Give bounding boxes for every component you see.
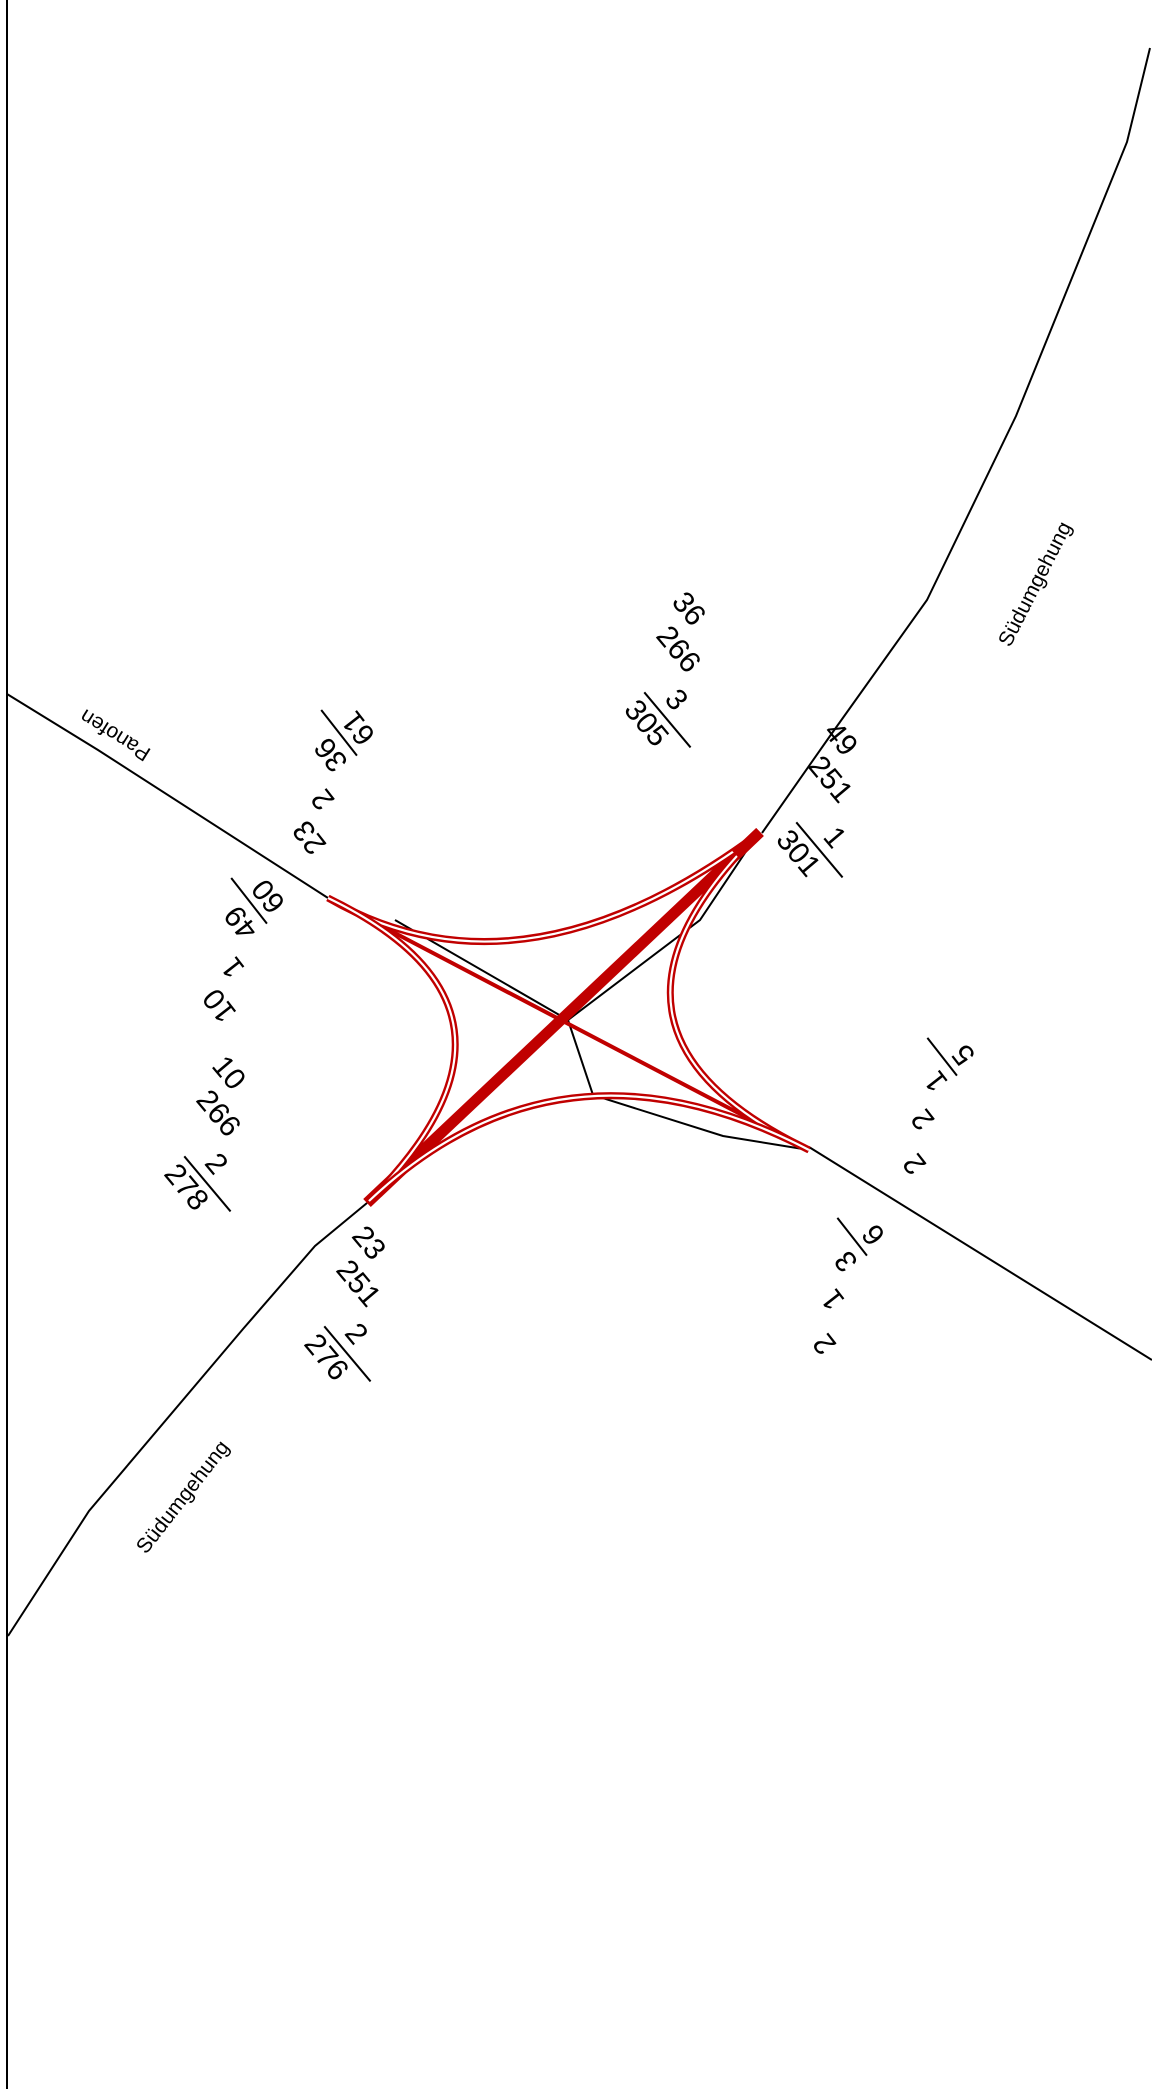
count-ne-out-l3: 1 <box>817 821 853 855</box>
count-se-b-l2: 1 <box>815 1283 851 1316</box>
fraction-bar-nw-a <box>320 709 358 757</box>
count-se-b-l1: 2 <box>807 1327 843 1360</box>
fraction-bar-sw-out <box>323 1325 372 1383</box>
road-label-suedumgehung-north: Südumgehung <box>994 518 1077 650</box>
count-ne-out-total: 301 <box>769 824 826 884</box>
count-block-nw-a: 23 2 36 61 <box>286 705 382 861</box>
count-nw-a-l2: 2 <box>305 783 341 816</box>
road-label-panofen: Panofen <box>76 704 155 765</box>
count-se-b-l3: 3 <box>828 1244 864 1277</box>
flow-ne-stub <box>732 828 764 859</box>
count-sw-out-l3: 2 <box>338 1317 374 1351</box>
count-block-se-b: 2 1 3 6 <box>807 1217 892 1361</box>
count-se-a-l3: 1 <box>918 1064 954 1097</box>
road-suedumgehung-north <box>761 47 1151 834</box>
flow-turn-sw-se-inner <box>368 1094 810 1202</box>
count-ne-in-l3: 3 <box>658 683 694 717</box>
road-panofen-west <box>6 693 329 899</box>
fraction-bar-sw-in <box>183 1155 232 1213</box>
road-inner-north <box>394 837 756 1022</box>
count-block-sw-in: 10 266 2 278 <box>157 1050 252 1218</box>
road-east <box>808 1146 1152 1361</box>
fraction-bar-se-a <box>926 1037 958 1077</box>
road-label-suedumgehung-south: Südumgehung <box>132 1436 234 1558</box>
flow-bands <box>326 828 811 1207</box>
count-ne-in-l2: 266 <box>650 620 707 680</box>
count-block-ne-in: 36 266 3 305 <box>617 586 712 754</box>
road-suedumgehung-south <box>7 1202 368 1637</box>
flow-turn-nw-ne-inner <box>327 833 759 943</box>
count-ne-out-l2: 251 <box>802 750 859 810</box>
count-block-sw-out: 23 251 2 276 <box>297 1220 392 1388</box>
fraction-bar-ne-in <box>643 691 692 749</box>
fraction-bar-nw-b <box>230 877 268 925</box>
flow-turn-ne-se-inner <box>669 833 810 1151</box>
flow-turn-nw-sw-inner <box>327 897 457 1202</box>
count-se-a-l2: 2 <box>905 1103 941 1136</box>
flow-main-nw-se <box>327 896 810 1152</box>
count-se-a-l1: 2 <box>897 1147 933 1180</box>
road-inner-south <box>567 1019 810 1151</box>
flow-main-ne-sw-thin <box>383 848 742 1192</box>
count-sw-out-l2: 251 <box>330 1254 387 1314</box>
count-sw-in-l2: 266 <box>190 1084 247 1144</box>
count-block-nw-b: 10 1 49 60 <box>196 873 292 1029</box>
count-se-b-total: 6 <box>856 1218 892 1251</box>
fraction-bar-se-b <box>836 1217 868 1257</box>
count-se-a-total: 5 <box>946 1038 982 1071</box>
count-nw-b-l2: 1 <box>215 951 251 984</box>
fraction-bar-ne-out <box>795 821 844 879</box>
road-network <box>6 47 1152 1637</box>
count-nw-a-l1: 23 <box>286 814 333 861</box>
count-block-ne-out: 49 251 1 301 <box>769 716 864 884</box>
count-nw-b-l1: 10 <box>196 982 243 1029</box>
count-block-se-a: 2 2 1 5 <box>897 1037 982 1181</box>
count-sw-in-l3: 2 <box>198 1147 234 1181</box>
